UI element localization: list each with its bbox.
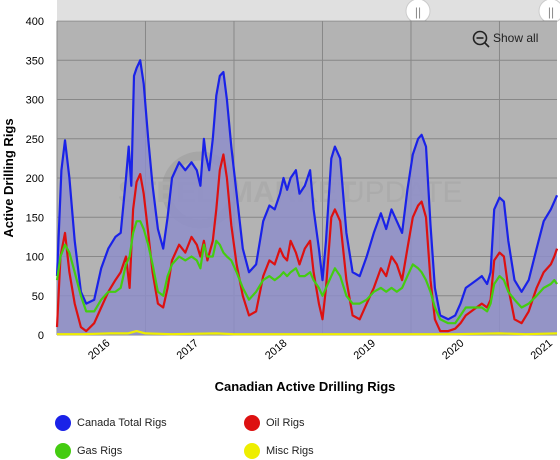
- series-line: [55, 220, 558, 325]
- y-tick-label: 150: [26, 212, 44, 224]
- y-tick-label: 50: [32, 291, 44, 303]
- x-tick-label: 2020: [440, 337, 466, 362]
- y-tick-label: 0: [38, 330, 44, 342]
- x-tick-label: 2018: [263, 337, 289, 362]
- y-tick-label: 200: [26, 173, 44, 185]
- x-tick-label: 2016: [86, 337, 112, 362]
- grip-icon: ||: [415, 5, 421, 19]
- series-line: [55, 153, 559, 333]
- legend-label: Gas Rigs: [77, 445, 123, 457]
- legend-label: Canada Total Rigs: [77, 417, 167, 429]
- legend-dot-icon: [244, 443, 260, 459]
- legend-item-gas[interactable]: Gas Rigs: [55, 443, 122, 459]
- x-axis-label: Canadian Active Drilling Rigs: [215, 379, 396, 394]
- legend-item-canada-total[interactable]: Canada Total Rigs: [55, 415, 167, 431]
- y-axis: 0 50 100 150 200 250 300 350 400: [26, 16, 44, 342]
- legend-dot-icon: [55, 443, 71, 459]
- series-line: [57, 330, 558, 336]
- y-tick-label: 250: [26, 134, 44, 146]
- series-layer: [55, 59, 559, 336]
- navigator-track[interactable]: [57, 0, 557, 20]
- x-tick-label: 2019: [352, 337, 378, 362]
- y-tick-label: 400: [26, 16, 44, 28]
- grip-icon: ||: [548, 5, 554, 19]
- y-axis-label: Active Drilling Rigs: [1, 118, 16, 237]
- watermark-text-right: UPDATE: [343, 176, 462, 209]
- show-all-button[interactable]: Show all: [472, 30, 539, 48]
- y-tick-label: 350: [26, 55, 44, 67]
- x-tick-label: 2017: [175, 337, 201, 362]
- legend-label: Misc Rigs: [266, 445, 314, 457]
- legend-dot-icon: [244, 415, 260, 431]
- series-area: [57, 60, 557, 336]
- show-all-label: Show all: [493, 31, 538, 45]
- legend-item-oil[interactable]: Oil Rigs: [244, 415, 305, 431]
- x-axis: 2016 2017 2018 2019 2020 2021: [86, 337, 555, 362]
- y-tick-label: 300: [26, 95, 44, 107]
- legend-dot-icon: [55, 415, 71, 431]
- x-tick-label: 2021: [529, 337, 555, 362]
- legend-label: Oil Rigs: [266, 417, 305, 429]
- zoom-out-icon: [472, 30, 488, 46]
- series-line: [55, 59, 559, 321]
- legend-item-misc[interactable]: Misc Rigs: [244, 443, 314, 459]
- y-tick-label: 100: [26, 252, 44, 264]
